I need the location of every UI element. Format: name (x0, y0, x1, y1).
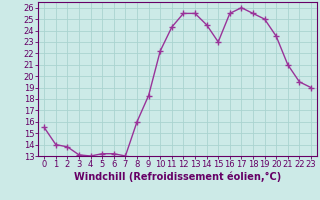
X-axis label: Windchill (Refroidissement éolien,°C): Windchill (Refroidissement éolien,°C) (74, 172, 281, 182)
